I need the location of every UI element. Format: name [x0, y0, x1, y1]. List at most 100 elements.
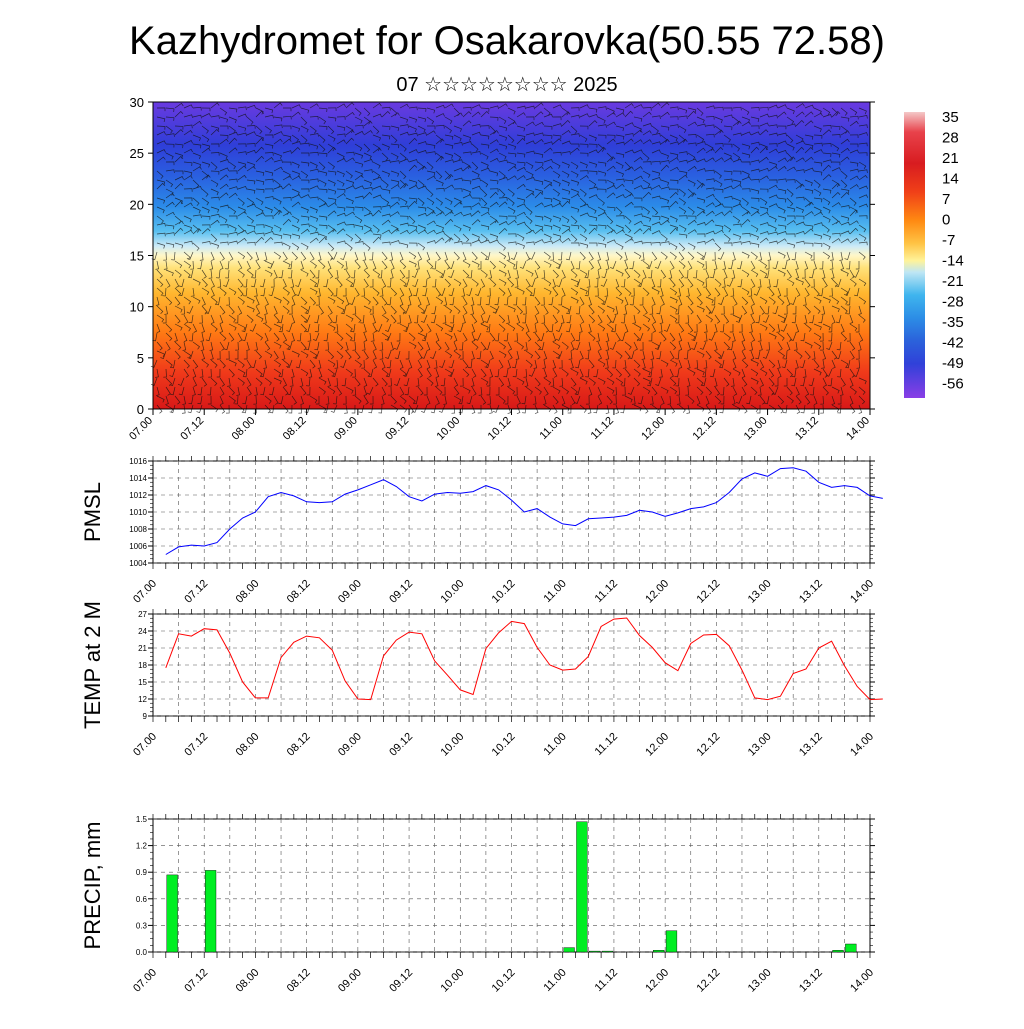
- wind-barb: [498, 125, 508, 132]
- wind-barb: [237, 185, 248, 190]
- wind-barb: [253, 404, 257, 414]
- x-tick-label: 08.00: [230, 415, 258, 443]
- wind-barb: [858, 169, 868, 174]
- wind-barb: [396, 332, 401, 342]
- wind-barb: [759, 395, 766, 405]
- wind-barb: [570, 332, 576, 342]
- wind-barb: [566, 314, 572, 324]
- x-tick-label: 13.12: [793, 415, 821, 443]
- wind-barb: [534, 314, 539, 324]
- wind-barb: [426, 377, 434, 386]
- wind-barb: [552, 202, 562, 208]
- wind-barb: [165, 107, 175, 113]
- wind-barb: [444, 251, 448, 261]
- wind-barb: [561, 200, 571, 208]
- wind-barb: [386, 359, 392, 369]
- wind-barb: [669, 200, 679, 208]
- wind-barb: [714, 116, 723, 124]
- wind-barb: [702, 368, 707, 378]
- wind-barb: [363, 350, 369, 360]
- wind-barb: [571, 143, 580, 148]
- x-tick-label: 12.00: [643, 967, 671, 995]
- wind-barb: [651, 386, 658, 396]
- wind-barb: [264, 224, 273, 231]
- x-tick-label: 07.12: [178, 415, 206, 443]
- wind-barb: [570, 287, 579, 296]
- wind-barb: [852, 269, 860, 278]
- wind-barb: [723, 269, 728, 279]
- wind-barb: [741, 143, 751, 150]
- wind-barb: [349, 278, 356, 288]
- wind-barb: [165, 269, 174, 277]
- wind-barb: [309, 133, 319, 137]
- wind-barb: [408, 287, 413, 298]
- wind-barb: [570, 368, 579, 376]
- wind-barb: [534, 228, 544, 235]
- wind-barb: [282, 150, 292, 154]
- wind-barb: [408, 164, 418, 172]
- wind-barb: [282, 386, 289, 396]
- wind-barb: [255, 197, 264, 205]
- wind-barb: [291, 170, 300, 177]
- wind-barb: [476, 350, 482, 360]
- wind-barb: [444, 332, 453, 340]
- wind-barb: [555, 332, 563, 341]
- wind-barb: [552, 161, 561, 169]
- wind-barb: [804, 278, 811, 288]
- wind-barb: [253, 395, 257, 405]
- x-tick-label: 08.00: [234, 967, 262, 995]
- wind-barb: [498, 188, 506, 198]
- wind-barb: [210, 115, 220, 119]
- colorbar-label: -14: [942, 253, 964, 270]
- wind-barb: [336, 103, 346, 109]
- wind-barb: [246, 251, 253, 261]
- wind-barb: [579, 287, 588, 295]
- wind-barb: [489, 201, 499, 208]
- wind-barb: [381, 143, 390, 151]
- wind-barb: [840, 170, 848, 179]
- wind-barb: [534, 166, 544, 172]
- wind-barb: [300, 386, 307, 396]
- wind-barb: [267, 260, 275, 269]
- wind-barb: [750, 386, 758, 395]
- wind-barb: [309, 161, 318, 169]
- y-tick-label: 21: [138, 644, 147, 653]
- wind-barb: [696, 168, 706, 172]
- wind-barb: [762, 350, 770, 359]
- wind-barb: [732, 368, 741, 376]
- wind-barb: [327, 125, 335, 135]
- wind-barb: [282, 218, 292, 226]
- wind-barb: [660, 186, 670, 191]
- wind-barb: [822, 224, 830, 233]
- wind-barb: [426, 260, 434, 270]
- wind-barb: [318, 179, 327, 187]
- wind-barb: [215, 296, 221, 306]
- precip-bar: [601, 950, 614, 953]
- wind-barb: [273, 251, 282, 260]
- wind-barb: [651, 195, 661, 200]
- wind-barb: [696, 107, 704, 116]
- wind-barb: [480, 224, 490, 230]
- wind-barb: [255, 377, 263, 386]
- colorbar-label: -42: [942, 335, 964, 352]
- wind-barb: [363, 260, 368, 270]
- wind-barb: [228, 231, 238, 236]
- wind-barb: [188, 314, 194, 324]
- wind-barb: [471, 123, 481, 128]
- wind-barb: [327, 251, 334, 261]
- wind-barb: [291, 215, 300, 223]
- wind-barb: [849, 107, 858, 116]
- wind-barb: [811, 278, 815, 288]
- wind-barb: [822, 114, 832, 118]
- wind-barb: [687, 134, 697, 138]
- wind-barb: [417, 125, 426, 133]
- wind-barb: [543, 215, 552, 223]
- wind-barb: [426, 269, 431, 280]
- wind-barb: [534, 305, 540, 315]
- wind-barb: [669, 368, 674, 378]
- wind-barb: [444, 368, 453, 376]
- wind-barb: [435, 287, 442, 297]
- wind-barb: [610, 314, 617, 323]
- wind-barb: [516, 211, 526, 217]
- wind-barb: [205, 332, 212, 342]
